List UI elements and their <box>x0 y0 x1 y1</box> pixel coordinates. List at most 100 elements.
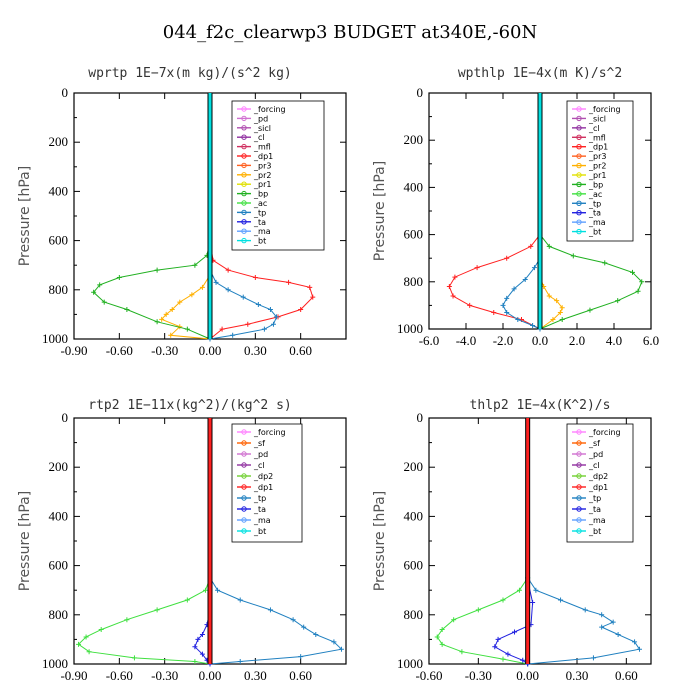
x-tick-label: -0.60 <box>415 668 442 683</box>
legend-marker <box>241 237 247 244</box>
data-point <box>559 317 565 323</box>
y-axis-label: Pressure [hPa] <box>372 161 388 261</box>
legend-entry: _pd <box>588 450 603 459</box>
x-tick-label: -0.90 <box>60 668 87 683</box>
legend-marker <box>576 134 582 140</box>
data-point <box>439 641 445 647</box>
series-line-bp <box>92 240 211 340</box>
data-point <box>639 279 645 285</box>
data-point <box>154 607 160 613</box>
legend-entry: _forcing <box>588 105 621 114</box>
data-point <box>245 321 251 327</box>
legend-entry: _bp <box>253 190 268 199</box>
x-tick-label: 0.60 <box>615 668 638 683</box>
panels: wprtp 1E−7x(m kg)/(s^2 kg) Pressure [hPa]… <box>17 66 659 683</box>
legend-marker <box>241 517 247 523</box>
legend-marker <box>576 473 582 479</box>
data-point <box>286 279 292 285</box>
data-point <box>331 639 337 645</box>
panel-title: thlp2 1E−4x(K^2)/s <box>470 398 611 413</box>
legend: _forcing_sicl_cl_mfl_dp1_pr3_pr2_pr1_bp_… <box>566 100 634 242</box>
legend-marker <box>241 143 247 150</box>
x-tick-label: -0.60 <box>106 343 133 358</box>
legend-marker <box>576 228 582 235</box>
data-point <box>550 317 556 323</box>
data-point <box>199 651 205 657</box>
x-tick-label: 0.60 <box>289 668 312 683</box>
data-point <box>520 657 526 663</box>
data-point <box>213 279 219 285</box>
legend-marker <box>241 495 247 501</box>
data-point <box>495 636 501 642</box>
data-point <box>270 321 276 327</box>
y-tick-label: 800 <box>49 607 69 622</box>
data-point <box>267 306 273 312</box>
data-point <box>557 309 563 315</box>
data-point <box>515 317 521 323</box>
legend-entry: _mfl <box>253 143 271 152</box>
legend-entry: _cl <box>253 461 265 470</box>
legend-marker <box>241 429 247 435</box>
x-tick-label: 0.00 <box>199 668 222 683</box>
data-point <box>511 286 517 292</box>
data-point <box>184 597 190 603</box>
legend-marker <box>241 106 247 112</box>
legend-entry: _pr3 <box>253 161 271 170</box>
data-point <box>531 265 537 271</box>
series-line-tp <box>502 257 541 330</box>
legend-entry: _cl <box>588 461 600 470</box>
data-point <box>558 597 564 603</box>
data-point <box>546 243 552 249</box>
legend-entry: _cl <box>253 133 265 142</box>
legend-marker <box>576 181 582 188</box>
data-point <box>184 326 190 332</box>
legend-entry: _pr3 <box>588 152 606 161</box>
x-tick-label: 0.30 <box>244 343 267 358</box>
legend-marker <box>241 153 247 159</box>
legend-entry: _ma <box>253 227 271 236</box>
data-point <box>504 309 510 315</box>
data-point <box>599 612 605 618</box>
x-tick-label: -2.0 <box>493 333 514 348</box>
data-point <box>177 299 183 305</box>
data-point <box>169 306 175 312</box>
chart-panel-4: thlp2 1E−4x(K^2)/s Pressure [hPa] 0 200 400 6… <box>372 398 652 683</box>
data-point <box>199 631 205 637</box>
data-point <box>610 619 616 625</box>
legend-marker <box>576 172 582 178</box>
legend-marker <box>241 473 247 479</box>
y-tick-label: 600 <box>404 558 424 573</box>
legend-marker <box>576 451 582 457</box>
legend-marker <box>576 517 582 523</box>
data-point <box>599 624 605 630</box>
data-point <box>97 282 103 288</box>
x-tick-label: -0.30 <box>151 343 178 358</box>
data-point <box>636 646 642 652</box>
legend-marker <box>576 484 582 490</box>
legend-marker <box>576 506 582 512</box>
series-line-dp1 <box>448 234 541 330</box>
data-point <box>255 302 261 308</box>
y-axis-label: Pressure [hPa] <box>17 491 33 591</box>
y-tick-label: 400 <box>49 508 69 523</box>
legend-entry: _dp1 <box>588 483 608 492</box>
data-point <box>86 649 92 655</box>
series-line-pr2 <box>539 276 563 330</box>
data-point <box>632 639 638 645</box>
series-line-bp <box>539 234 643 330</box>
y-tick-label: 600 <box>404 227 424 242</box>
y-tick-label: 0 <box>62 410 69 425</box>
legend: _forcing_pd_sicl_cl_mfl_dp1_pr3_pr2_pr1_… <box>231 100 325 251</box>
legend-entry: _tp <box>253 208 266 217</box>
panel-title: wprtp 1E−7x(m kg)/(s^2 kg) <box>88 66 292 81</box>
legend-entry: _bt <box>588 527 601 536</box>
data-point <box>91 289 97 295</box>
data-point <box>76 641 82 647</box>
legend-marker <box>241 506 247 512</box>
legend-marker <box>241 172 247 178</box>
legend-marker <box>576 210 582 216</box>
y-tick-label: 200 <box>404 459 424 474</box>
legend-entry: _ma <box>588 516 606 525</box>
data-point <box>237 659 243 665</box>
data-point <box>225 287 231 293</box>
